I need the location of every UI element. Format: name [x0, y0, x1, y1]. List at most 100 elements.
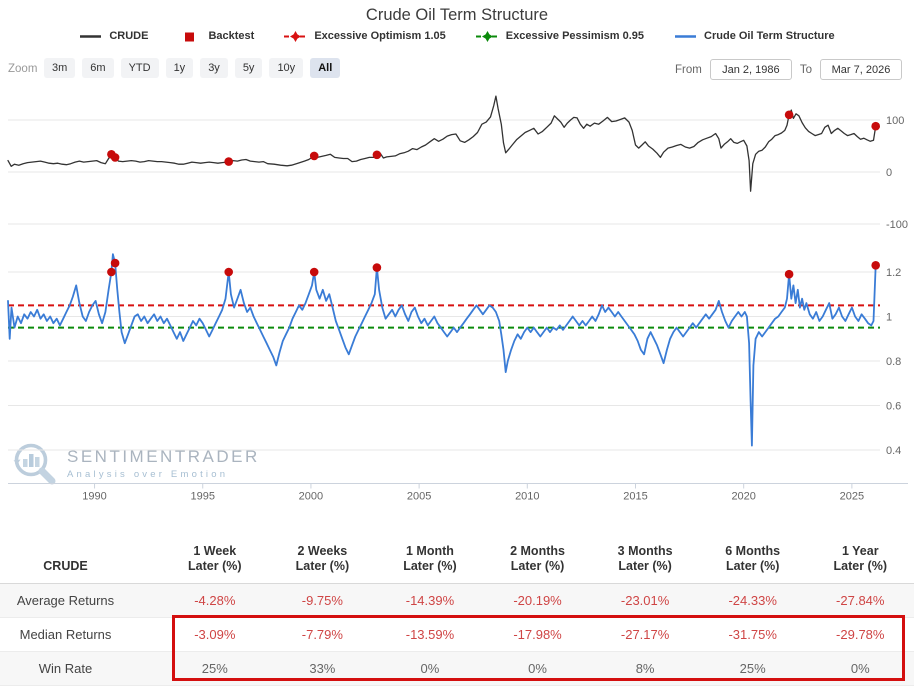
table-value: -9.75% — [301, 593, 343, 608]
column-header-3-months: 3 Months Later (%) — [617, 543, 673, 574]
table-value: -7.79% — [301, 627, 343, 642]
backtest-signal-dot — [372, 263, 382, 272]
x-axis-tick-label: 2000 — [299, 491, 323, 503]
table-value: -17.98% — [513, 627, 562, 642]
table-value: -14.39% — [405, 593, 455, 608]
row-label: Median Returns — [19, 627, 112, 642]
table-row-average-returns: Average Returns -4.28% -9.75% -14.39% -20.19… — [0, 584, 914, 618]
backtest-signal-dot — [784, 269, 794, 279]
table-value: -31.75% — [728, 627, 777, 642]
dash-star-icon — [284, 30, 308, 42]
legend-item-backtest[interactable]: Backtest — [178, 30, 254, 42]
chart-plot-area[interactable]: 100 0 -100 1.2 1 0.8 0.6 0.4 1990 1995 2000 2005 201… — [0, 86, 914, 506]
backtest-signal-dot — [871, 261, 880, 270]
range-button-3m[interactable]: 3m — [44, 58, 76, 79]
x-axis-tick-label: 2020 — [731, 491, 755, 503]
table-value: 8% — [635, 661, 655, 676]
y-axis-tick-label: 1.2 — [886, 267, 901, 279]
range-button-ytd[interactable]: YTD — [120, 58, 159, 79]
backtest-signal-dot — [784, 110, 794, 120]
backtest-signal-dot — [309, 151, 319, 161]
y-axis-tick-label: 0.4 — [886, 445, 901, 457]
legend-item-crude-oil-term-structure[interactable]: Crude Oil Term Structure — [674, 30, 835, 42]
row-label: Average Returns — [16, 593, 115, 608]
from-label: From — [675, 63, 702, 76]
range-button-10y[interactable]: 10y — [269, 58, 304, 79]
backtest-stats-table: CRUDE 1 Week Later (%) 2 Weeks Later (%) 1 Mo… — [0, 536, 914, 686]
range-button-5y[interactable]: 5y — [234, 58, 263, 79]
series-crude — [7, 95, 877, 192]
table-row-median-returns: Median Returns -3.09% -7.79% -13.59% -17.98%… — [0, 618, 914, 652]
backtest-signal-dot — [110, 153, 120, 162]
from-date-input[interactable] — [709, 59, 792, 80]
y-axis-tick-label: 0.6 — [886, 401, 901, 413]
chart-svg: 100 0 -100 1.2 1 0.8 0.6 0.4 1990 1995 2000 2005 201… — [7, 95, 908, 503]
legend-label: Excessive Pessimism 0.95 — [505, 30, 645, 42]
table-row-win-rate: Win Rate 25% 33% 0% 0% 8% 25% 0% — [0, 652, 914, 686]
y-axis-tick-label: 0.8 — [886, 356, 901, 368]
range-button-6m[interactable]: 6m — [82, 58, 114, 79]
toolbar: Zoom 3m 6m YTD 1y 3y 5y 10y All From To — [0, 58, 914, 84]
table-value: -27.17% — [620, 627, 670, 642]
legend-label: Crude Oil Term Structure — [704, 30, 835, 42]
column-header-1-year: 1 Year Later (%) — [833, 543, 887, 574]
legend-label: CRUDE — [109, 30, 149, 42]
backtest-signal-dot — [309, 267, 319, 277]
page-title: Crude Oil Term Structure — [365, 6, 549, 24]
legend-item-excessive-optimism-1-05[interactable]: Excessive Optimism 1.05 — [284, 30, 446, 42]
table-header-row: CRUDE 1 Week Later (%) 2 Weeks Later (%) 1 Mo… — [0, 536, 914, 584]
table-value: 33% — [309, 661, 336, 676]
x-axis-tick-label: 2025 — [840, 491, 864, 503]
table-value: -20.19% — [513, 593, 562, 608]
to-label: To — [799, 63, 812, 76]
y-axis-tick-label: -100 — [886, 219, 908, 231]
table-corner-header: CRUDE — [43, 559, 88, 574]
column-header-6-months: 6 Months Later (%) — [725, 543, 781, 574]
legend-item-crude[interactable]: CRUDE — [79, 30, 148, 42]
table-value: 0% — [528, 661, 547, 676]
table-value: -4.28% — [194, 593, 236, 608]
date-range: From To — [675, 59, 902, 80]
backtest-signal-dot — [871, 121, 880, 131]
x-axis-tick-label: 1995 — [190, 491, 214, 503]
table-value: -24.33% — [728, 593, 777, 608]
line-icon — [80, 34, 102, 38]
backtest-signal-dot — [224, 267, 233, 277]
legend-item-excessive-pessimism-0-95[interactable]: Excessive Pessimism 0.95 — [475, 30, 645, 42]
backtest-signal-dot — [372, 150, 382, 160]
table-value: -3.09% — [194, 627, 236, 642]
legend-label: Backtest — [208, 30, 255, 42]
x-axis-tick-label: 2015 — [623, 491, 647, 503]
legend-label: Excessive Optimism 1.05 — [314, 30, 446, 42]
range-button-3y[interactable]: 3y — [200, 58, 228, 79]
legend: CRUDE Backtest Excessive Optimism 1.05 Exce… — [0, 30, 914, 42]
x-axis-tick-label: 2005 — [407, 491, 431, 503]
dash-star-icon — [475, 30, 499, 42]
y-axis-tick-label: 0 — [886, 167, 892, 179]
x-axis-tick-label: 2010 — [515, 491, 539, 503]
table-value: -23.01% — [620, 593, 670, 608]
range-buttons: 3m 6m YTD 1y 3y 5y 10y All — [44, 58, 341, 79]
zoom-label: Zoom — [8, 63, 38, 75]
series-crude-oil-term-structure — [7, 253, 877, 447]
column-header-1-week: 1 Week Later (%) — [188, 543, 242, 574]
to-date-input[interactable] — [820, 59, 902, 80]
x-axis-tick-label: 1990 — [82, 491, 106, 503]
backtest-signal-dot — [107, 267, 116, 277]
square-icon — [185, 32, 195, 41]
backtest-signal-dot — [224, 157, 233, 166]
table-value: 0% — [850, 661, 870, 676]
table-value: -29.78% — [836, 627, 885, 642]
range-button-1y[interactable]: 1y — [165, 58, 194, 79]
table-value: 25% — [739, 661, 766, 676]
table-value: 25% — [201, 661, 228, 676]
row-label: Win Rate — [38, 661, 93, 676]
table-value: 0% — [420, 661, 440, 676]
y-axis-tick-label: 100 — [886, 115, 904, 127]
column-header-1-month: 1 Month Later (%) — [403, 543, 457, 574]
column-header-2-months: 2 Months Later (%) — [510, 543, 565, 574]
table-value: -13.59% — [405, 627, 455, 642]
line-icon — [675, 34, 697, 38]
range-button-all[interactable]: All — [310, 58, 341, 79]
